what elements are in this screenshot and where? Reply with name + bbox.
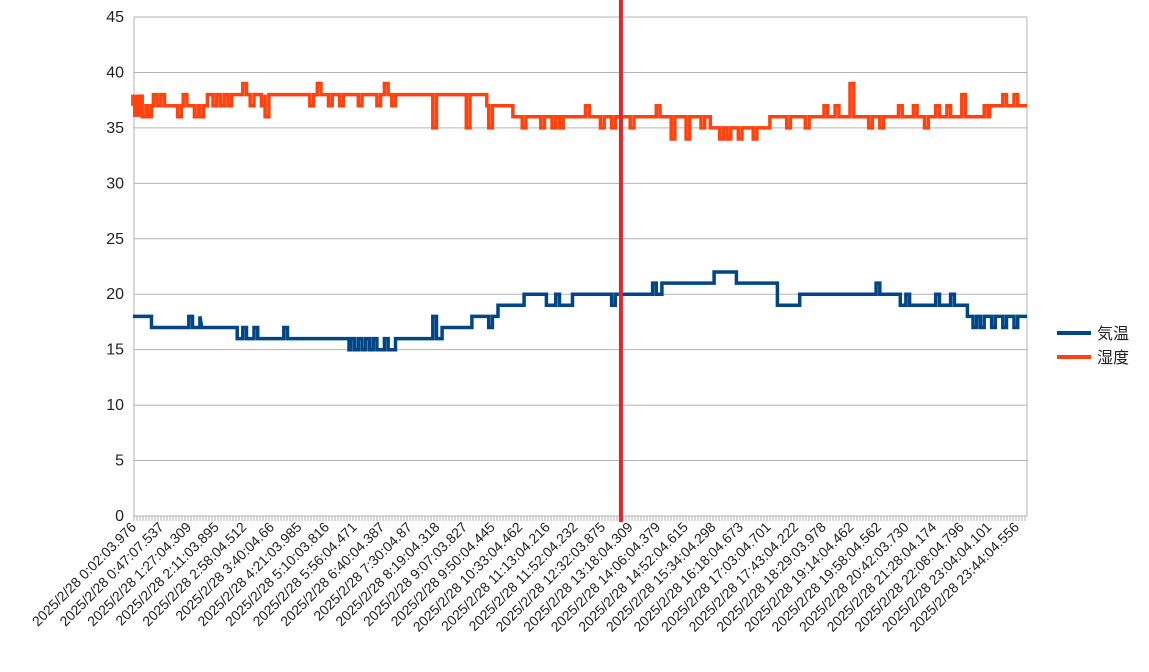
y-tick-label: 35 bbox=[106, 120, 124, 137]
series-lines bbox=[131, 81, 1027, 352]
y-tick-label: 15 bbox=[106, 342, 124, 359]
gridlines bbox=[134, 16, 1027, 517]
y-tick-label: 45 bbox=[106, 9, 124, 26]
legend-label: 湿度 bbox=[1097, 348, 1129, 367]
y-tick-label: 0 bbox=[115, 508, 124, 525]
y-tick-label: 20 bbox=[106, 286, 124, 303]
y-tick-label: 5 bbox=[115, 453, 124, 470]
y-tick-label: 10 bbox=[106, 397, 124, 414]
y-tick-label: 25 bbox=[106, 231, 124, 248]
series-line-temperature bbox=[132, 270, 1027, 352]
series-line-humidity bbox=[131, 81, 1027, 141]
y-tick-label: 40 bbox=[106, 64, 124, 81]
y-tick-label: 30 bbox=[106, 175, 124, 192]
legend-label: 気温 bbox=[1097, 324, 1129, 343]
